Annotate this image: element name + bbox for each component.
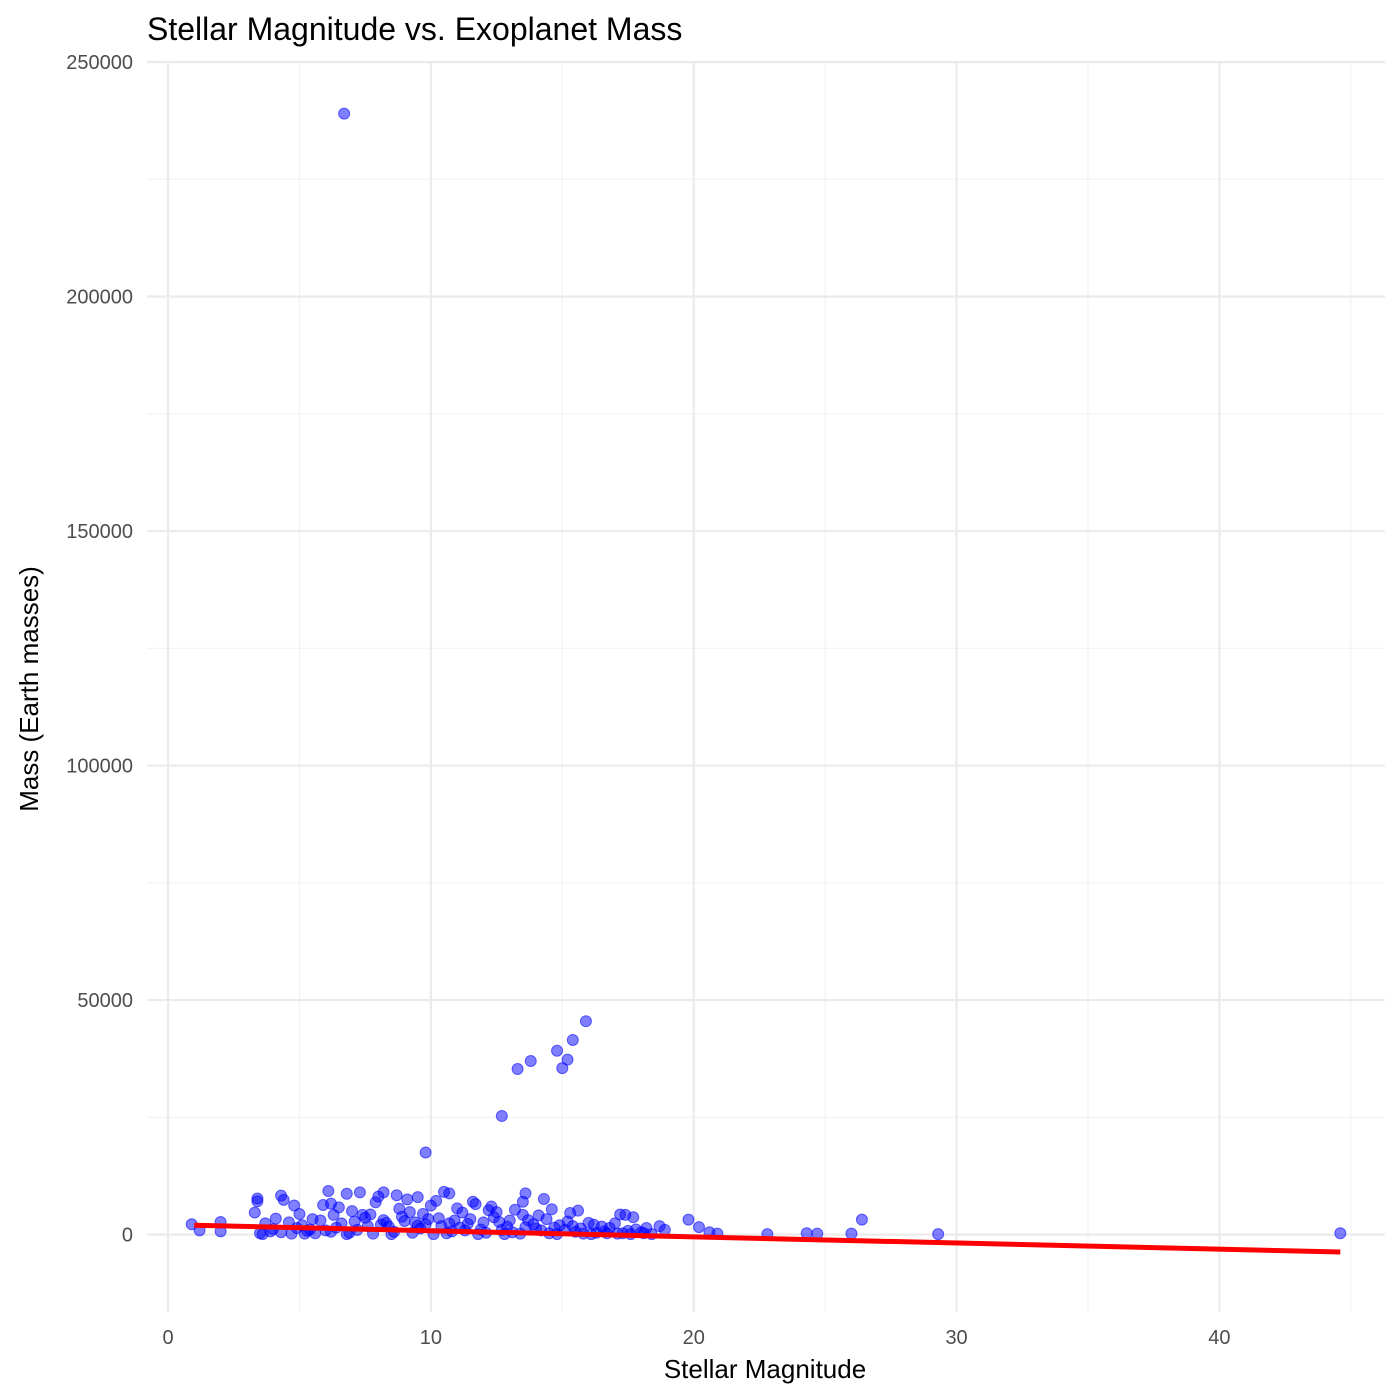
data-point: [508, 1203, 521, 1216]
major-gridlines: [147, 60, 1385, 1312]
data-point: [401, 1193, 414, 1206]
data-point: [322, 1184, 335, 1197]
data-point: [516, 1195, 529, 1208]
y-tick-label: 50000: [77, 990, 133, 1012]
x-tick-label: 30: [945, 1327, 967, 1349]
data-point: [411, 1191, 424, 1204]
y-tick-label: 0: [122, 1225, 133, 1247]
data-point: [356, 1208, 369, 1221]
data-point: [537, 1192, 550, 1205]
data-point: [692, 1221, 705, 1234]
x-tick-label: 10: [420, 1327, 442, 1349]
y-tick-label: 150000: [66, 521, 133, 543]
data-point: [317, 1199, 330, 1212]
data-point: [443, 1217, 456, 1230]
y-tick-label: 200000: [66, 287, 133, 309]
data-point: [346, 1205, 359, 1218]
x-tick-label: 0: [162, 1327, 173, 1349]
data-point: [524, 1055, 537, 1068]
data-point: [369, 1196, 382, 1209]
chart-title: Stellar Magnitude vs. Exoplanet Mass: [147, 11, 682, 47]
data-point: [627, 1211, 640, 1224]
trend-line-layer: [194, 1222, 1341, 1255]
data-point: [932, 1228, 945, 1241]
data-point: [288, 1199, 301, 1212]
x-tick-label: 40: [1208, 1327, 1230, 1349]
data-point: [340, 1187, 353, 1200]
data-point: [566, 1220, 579, 1233]
trend-line: [194, 1222, 1341, 1255]
data-points: [185, 107, 1347, 1241]
data-point: [682, 1213, 695, 1226]
data-point: [424, 1199, 437, 1212]
x-axis-tick-labels: 0 10 20 30 40: [162, 1327, 1230, 1349]
y-tick-label: 100000: [66, 756, 133, 778]
data-point: [277, 1193, 290, 1206]
data-point: [390, 1189, 403, 1202]
data-point: [293, 1207, 306, 1220]
data-point: [377, 1214, 390, 1227]
data-point: [251, 1195, 264, 1208]
data-point: [469, 1198, 482, 1211]
data-point: [443, 1187, 456, 1200]
x-axis-title: Stellar Magnitude: [664, 1354, 866, 1384]
y-tick-label: 250000: [66, 52, 133, 74]
data-point: [495, 1109, 508, 1122]
data-point: [1334, 1227, 1347, 1240]
data-point: [540, 1213, 553, 1226]
minor-gridlines: [147, 62, 1385, 1312]
data-point: [269, 1212, 282, 1225]
data-point: [551, 1044, 564, 1057]
data-point: [451, 1202, 464, 1215]
data-point: [353, 1186, 366, 1199]
data-point: [248, 1206, 261, 1219]
data-point: [556, 1062, 569, 1075]
data-point: [503, 1214, 516, 1227]
data-point: [482, 1204, 495, 1217]
data-point: [511, 1063, 524, 1076]
data-point: [393, 1202, 406, 1215]
data-point: [579, 1015, 592, 1028]
data-point: [845, 1227, 858, 1240]
data-point: [338, 107, 351, 120]
data-point: [561, 1053, 574, 1066]
data-point: [855, 1213, 868, 1226]
data-point: [477, 1216, 490, 1229]
data-point: [416, 1207, 429, 1220]
data-point: [566, 1033, 579, 1046]
y-axis-tick-labels: 0 50000 100000 150000 200000 250000: [66, 52, 133, 1247]
data-point: [464, 1213, 477, 1226]
x-tick-label: 20: [683, 1327, 705, 1349]
data-point: [332, 1201, 345, 1214]
data-point: [419, 1146, 432, 1159]
data-point: [545, 1203, 558, 1216]
data-point: [306, 1213, 319, 1226]
y-axis-title: Mass (Earth masses): [14, 566, 44, 812]
